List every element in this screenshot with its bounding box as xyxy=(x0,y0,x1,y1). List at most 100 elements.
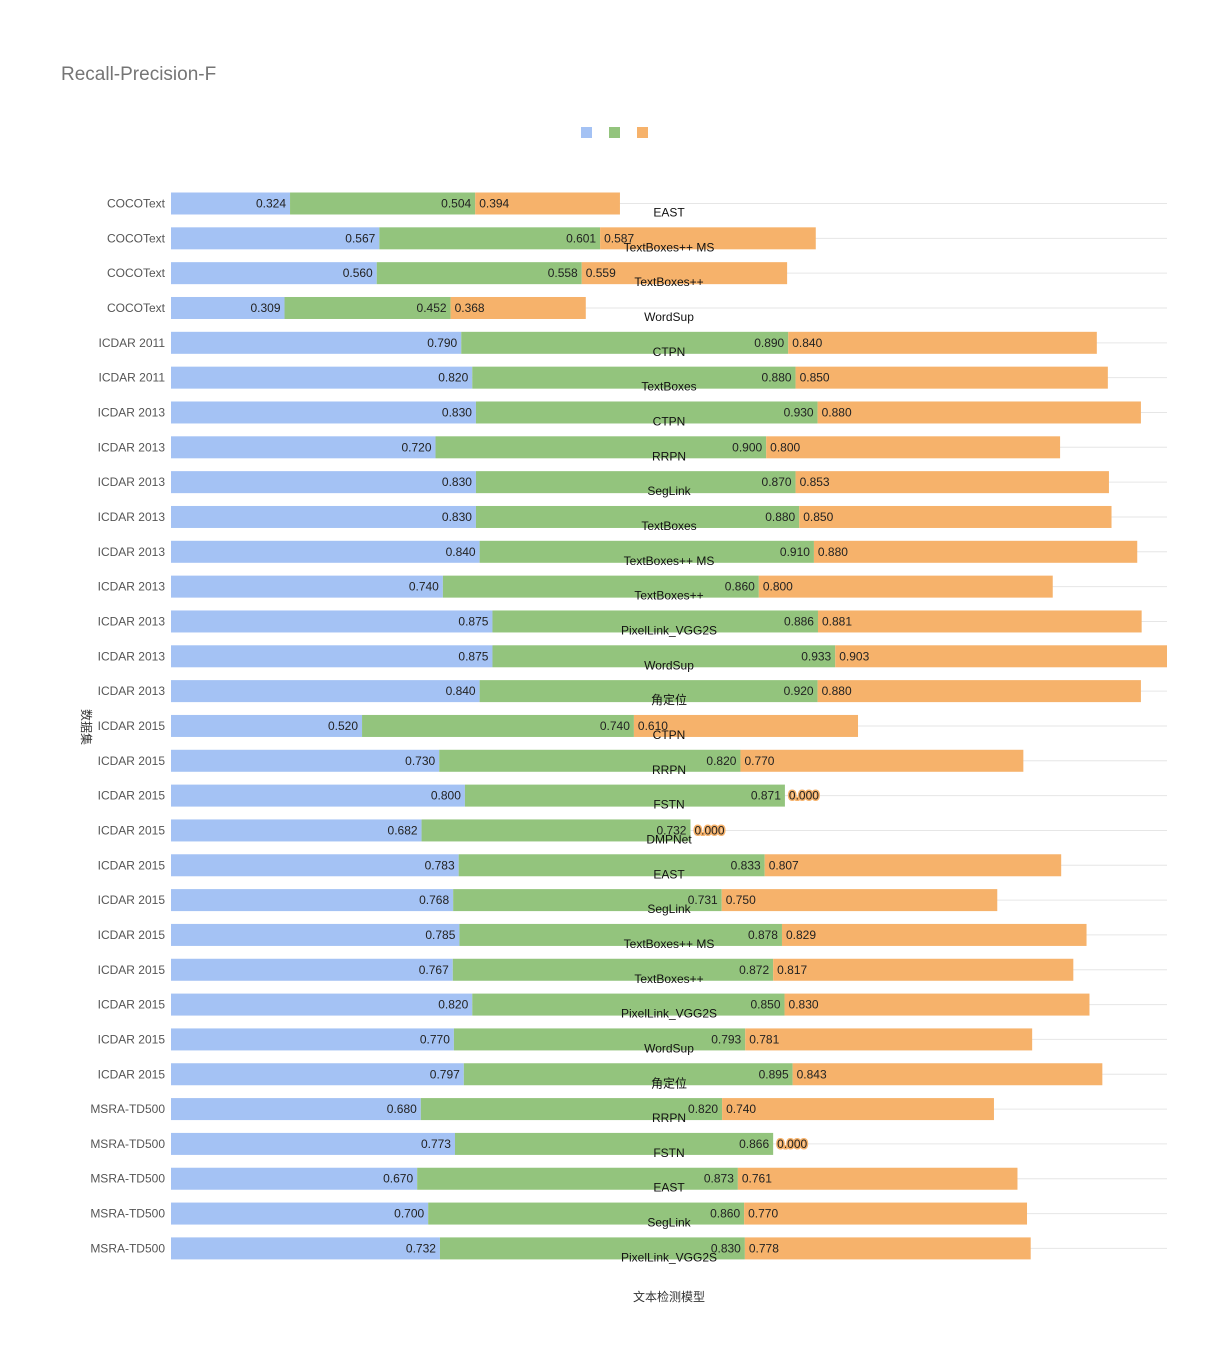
value-label: 0.903 xyxy=(839,649,869,663)
value-label: 0.560 xyxy=(343,266,373,280)
value-label: 0.559 xyxy=(586,266,616,280)
bar-segment xyxy=(737,1167,1018,1190)
bar-segment xyxy=(171,749,440,772)
value-label: 0.850 xyxy=(803,510,833,524)
bar-segment xyxy=(817,610,1142,633)
model-label: WordSup xyxy=(644,310,694,324)
value-label: 0.853 xyxy=(800,475,830,489)
legend-swatch-3[interactable] xyxy=(637,127,648,138)
category-label: ICDAR 2015 xyxy=(98,928,166,942)
bar-segment xyxy=(171,714,363,737)
bar-segment xyxy=(758,575,1053,598)
legend[interactable] xyxy=(581,127,648,138)
category-label: ICDAR 2013 xyxy=(98,649,166,663)
value-label: 0.767 xyxy=(419,963,449,977)
bar-segment xyxy=(171,192,291,215)
value-label: 0.870 xyxy=(762,475,792,489)
category-label: ICDAR 2015 xyxy=(98,858,166,872)
value-label: 0.730 xyxy=(405,754,435,768)
category-label: ICDAR 2013 xyxy=(98,580,166,594)
bar-segment xyxy=(171,1132,455,1155)
bar-segment xyxy=(171,1028,454,1051)
value-label: 0.830 xyxy=(711,1241,741,1255)
value-label: 0.820 xyxy=(688,1102,718,1116)
model-label: PixelLink_VGG2S xyxy=(621,623,717,637)
value-label: 0.860 xyxy=(710,1207,740,1221)
value-label: 0.761 xyxy=(742,1172,772,1186)
bar-segment xyxy=(784,993,1090,1016)
value-label: 0.840 xyxy=(446,545,476,559)
value-label: 0.785 xyxy=(425,928,455,942)
bar-segment xyxy=(817,401,1141,424)
category-label: COCOText xyxy=(107,231,166,245)
model-label: EAST xyxy=(653,206,685,220)
bar-segment xyxy=(817,680,1141,703)
category-label: MSRA-TD500 xyxy=(90,1172,165,1186)
value-label: 0.324 xyxy=(256,197,286,211)
category-label: ICDAR 2015 xyxy=(98,1032,166,1046)
bar-segment xyxy=(464,784,785,807)
bar-segment xyxy=(479,540,814,563)
category-label: COCOText xyxy=(107,266,166,280)
category-label: ICDAR 2015 xyxy=(98,998,166,1012)
value-label: 0.740 xyxy=(726,1102,756,1116)
model-label: TextBoxes++ MS xyxy=(624,937,715,951)
category-label: MSRA-TD500 xyxy=(90,1241,165,1255)
value-label: 0.778 xyxy=(749,1241,779,1255)
value-label: 0.840 xyxy=(792,336,822,350)
bar-segment xyxy=(744,1237,1031,1260)
value-label: 0.790 xyxy=(427,336,457,350)
value-label: 0.000 xyxy=(777,1137,807,1151)
bar-segment xyxy=(453,889,722,912)
bar-segment xyxy=(362,714,634,737)
chart-title: Recall-Precision-F xyxy=(61,64,216,85)
value-label: 0.731 xyxy=(688,893,718,907)
value-label: 0.895 xyxy=(759,1067,789,1081)
value-label: 0.783 xyxy=(425,858,455,872)
bar-segment xyxy=(461,331,789,354)
bar-segment xyxy=(417,1167,738,1190)
value-label: 0.793 xyxy=(711,1032,741,1046)
bar-segment xyxy=(171,819,422,842)
value-label: 0.770 xyxy=(748,1207,778,1221)
bar-segment xyxy=(744,1202,1028,1225)
bar-segment xyxy=(439,749,741,772)
value-label: 0.740 xyxy=(409,580,439,594)
model-label: TextBoxes xyxy=(641,519,696,533)
value-label: 0.720 xyxy=(401,440,431,454)
bar-segment xyxy=(171,923,460,946)
model-labels: EAST TextBoxes++ MS TextBoxes++ WordSup CTPN… xyxy=(621,206,717,1265)
category-label: ICDAR 2015 xyxy=(98,1067,166,1081)
model-label: SegLink xyxy=(647,484,691,498)
value-label: 0.820 xyxy=(438,998,468,1012)
category-label: ICDAR 2015 xyxy=(98,823,166,837)
model-label: 角定位 xyxy=(651,692,687,707)
bar-segment xyxy=(171,1237,440,1260)
legend-swatch-1[interactable] xyxy=(581,127,592,138)
category-label: ICDAR 2011 xyxy=(99,336,166,350)
bar-segment xyxy=(171,296,285,319)
value-label: 0.830 xyxy=(442,405,472,419)
category-label: ICDAR 2013 xyxy=(98,684,166,698)
value-label: 0.800 xyxy=(431,789,461,803)
bar-segment xyxy=(171,1098,421,1121)
category-label: ICDAR 2013 xyxy=(98,545,166,559)
bar-segment xyxy=(745,1028,1033,1051)
value-label: 0.770 xyxy=(744,754,774,768)
bar-segment xyxy=(458,854,765,877)
value-label: 0.800 xyxy=(770,440,800,454)
category-label: ICDAR 2013 xyxy=(98,510,166,524)
value-label: 0.682 xyxy=(388,823,418,837)
legend-swatch-2[interactable] xyxy=(609,127,620,138)
bar-segment xyxy=(773,958,1074,981)
y-axis-title: 数据集 xyxy=(79,709,94,745)
value-label: 0.880 xyxy=(765,510,795,524)
model-label: EAST xyxy=(653,867,685,881)
value-label: 0.910 xyxy=(780,545,810,559)
value-label: 0.850 xyxy=(751,998,781,1012)
value-label: 0.871 xyxy=(751,789,781,803)
category-labels: COCOText COCOText COCOText COCOText ICDAR 20… xyxy=(90,197,165,1256)
bar-segment xyxy=(788,331,1097,354)
value-label: 0.873 xyxy=(704,1172,734,1186)
value-label: 0.807 xyxy=(769,858,799,872)
